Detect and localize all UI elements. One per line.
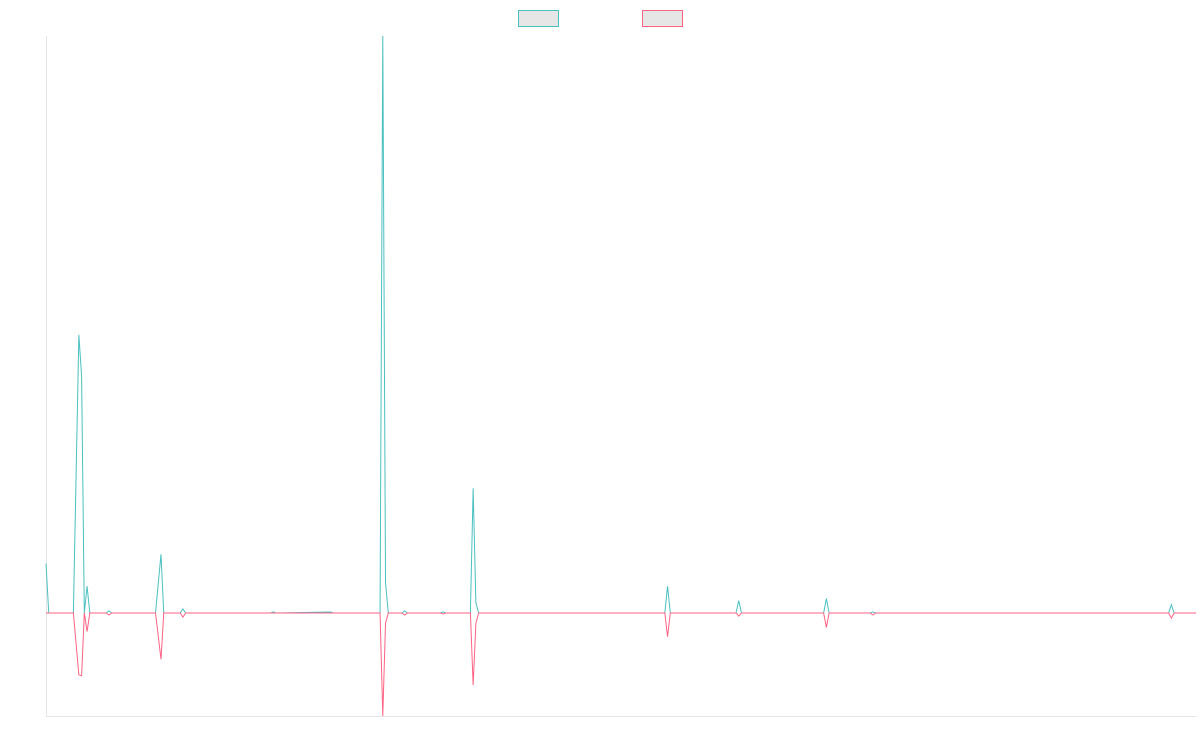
plot-area bbox=[45, 35, 1196, 717]
legend-swatch-1[interactable] bbox=[518, 10, 559, 27]
legend-swatch-2[interactable] bbox=[642, 10, 683, 27]
series-line-1 bbox=[45, 35, 1196, 614]
series-line-2 bbox=[46, 612, 1196, 717]
legend bbox=[518, 10, 683, 27]
axes bbox=[46, 36, 1196, 717]
